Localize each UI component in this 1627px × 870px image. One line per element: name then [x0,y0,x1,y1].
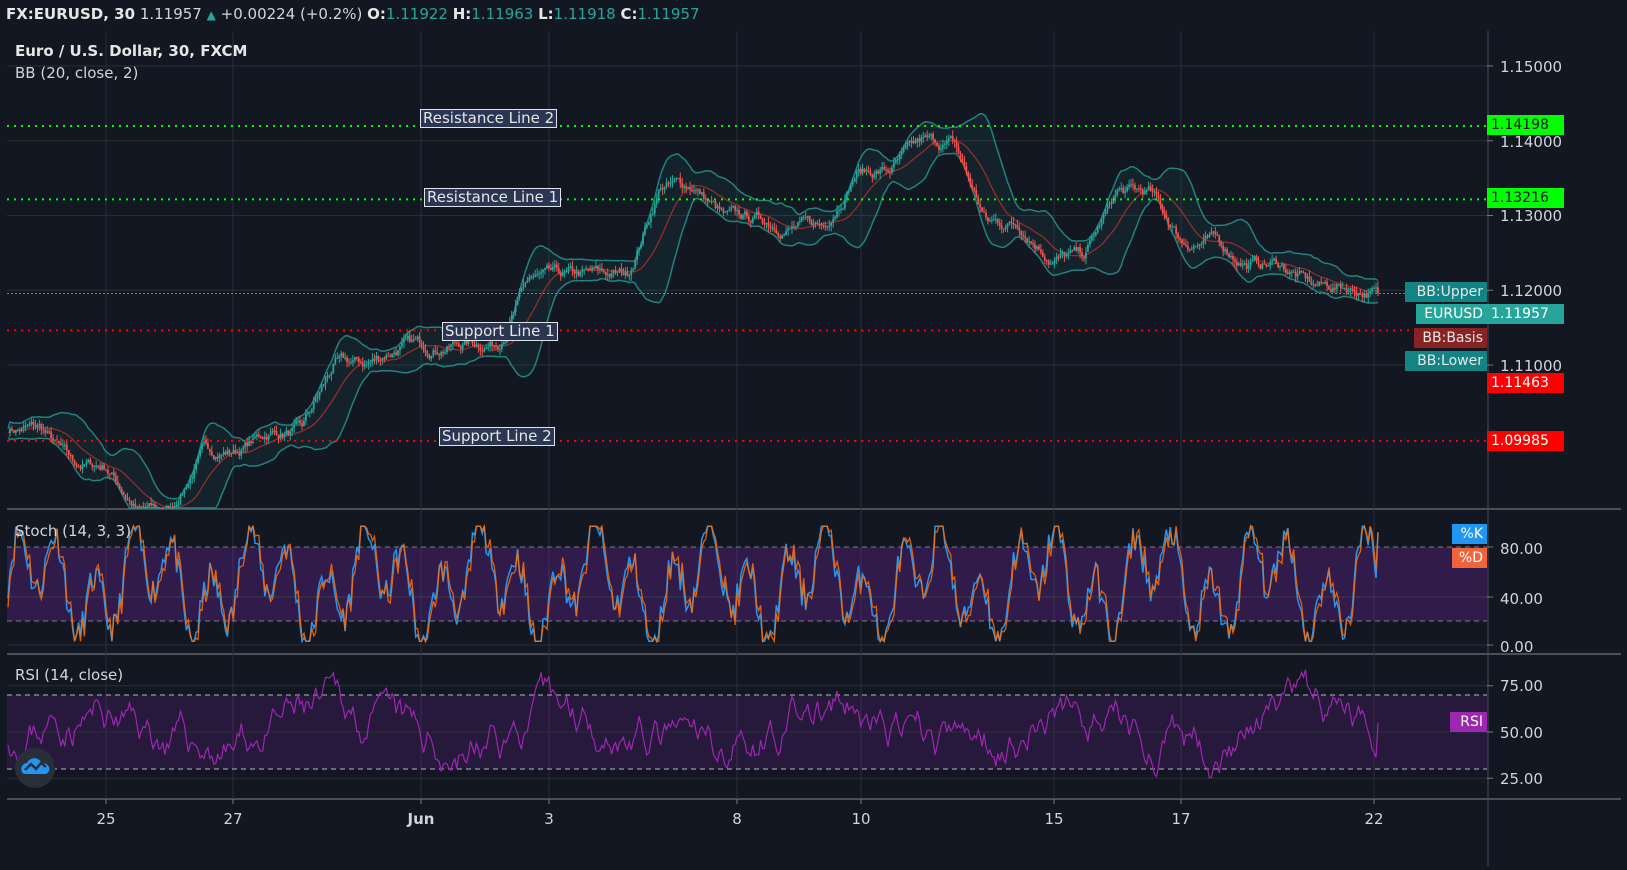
y-tick-price: 1.14000 [1500,133,1563,151]
resistance-1-price-tag: 1.13216 [1487,188,1564,208]
low-value: 1.11918 [553,5,616,23]
x-tick: 17 [1171,810,1191,828]
y-tick-rsi: 50.00 [1500,724,1543,742]
high-value: 1.11963 [471,5,534,23]
close-value: 1.11957 [637,5,700,23]
open-value: 1.11922 [385,5,448,23]
x-tick: 10 [851,810,871,828]
cloud-chart-icon [21,758,50,774]
last-price: 1.11957 [139,5,202,23]
x-tick: 3 [544,810,554,828]
up-arrow-icon: ▲ [206,8,216,22]
x-tick: 8 [732,810,742,828]
y-tick-price: 1.15000 [1500,58,1563,76]
rsi-legend: RSI [1450,712,1487,732]
x-tick: 22 [1364,810,1384,828]
x-tick: 15 [1044,810,1064,828]
support-1-price-tag: 1.11463 [1487,373,1564,393]
close-label: C: [620,5,638,23]
low-label: L: [538,5,554,23]
stoch-pane-title[interactable]: Stoch (14, 3, 3) [15,522,132,540]
y-tick-stoch: 80.00 [1500,540,1543,558]
bb-basis-legend: BB:Basis [1414,328,1487,348]
last-price-tag: 1.11957 [1487,304,1564,324]
tradingview-logo-button[interactable] [15,748,55,788]
bb-indicator-title[interactable]: BB (20, close, 2) [15,64,139,82]
price-change: +0.00224 (+0.2%) [220,5,363,23]
eurusd-legend: EURUSD [1416,304,1487,324]
stoch-k-legend: %K [1452,524,1487,544]
x-tick: 25 [96,810,116,828]
y-tick-stoch: 40.00 [1500,590,1543,608]
bb-lower-legend: BB:Lower [1405,351,1487,371]
support-line-1-label[interactable]: Support Line 1 [442,322,558,341]
y-tick-price: 1.11000 [1500,357,1563,375]
x-tick: 27 [223,810,243,828]
x-tick-month: Jun [407,810,435,828]
y-tick-price: 1.12000 [1500,282,1563,300]
resistance-2-price-tag: 1.14198 [1487,115,1564,135]
price-pane-title: Euro / U.S. Dollar, 30, FXCM [15,42,248,60]
support-2-price-tag: 1.09985 [1487,431,1564,451]
y-tick-rsi: 75.00 [1500,677,1543,695]
open-label: O: [367,5,386,23]
y-tick-rsi: 25.00 [1500,770,1543,788]
symbol-header: FX:EURUSD, 30 1.11957 ▲ +0.00224 (+0.2%)… [0,0,1627,28]
rsi-pane-title[interactable]: RSI (14, close) [15,666,124,684]
bb-upper-legend: BB:Upper [1405,282,1487,302]
resistance-line-1-label[interactable]: Resistance Line 1 [424,188,562,207]
stoch-d-legend: %D [1452,548,1487,568]
high-label: H: [452,5,472,23]
y-tick-stoch: 0.00 [1500,638,1534,656]
support-line-2-label[interactable]: Support Line 2 [439,427,555,446]
y-tick-price: 1.13000 [1500,207,1563,225]
resistance-line-2-label[interactable]: Resistance Line 2 [420,109,558,128]
symbol-name: FX:EURUSD, 30 [6,5,136,23]
